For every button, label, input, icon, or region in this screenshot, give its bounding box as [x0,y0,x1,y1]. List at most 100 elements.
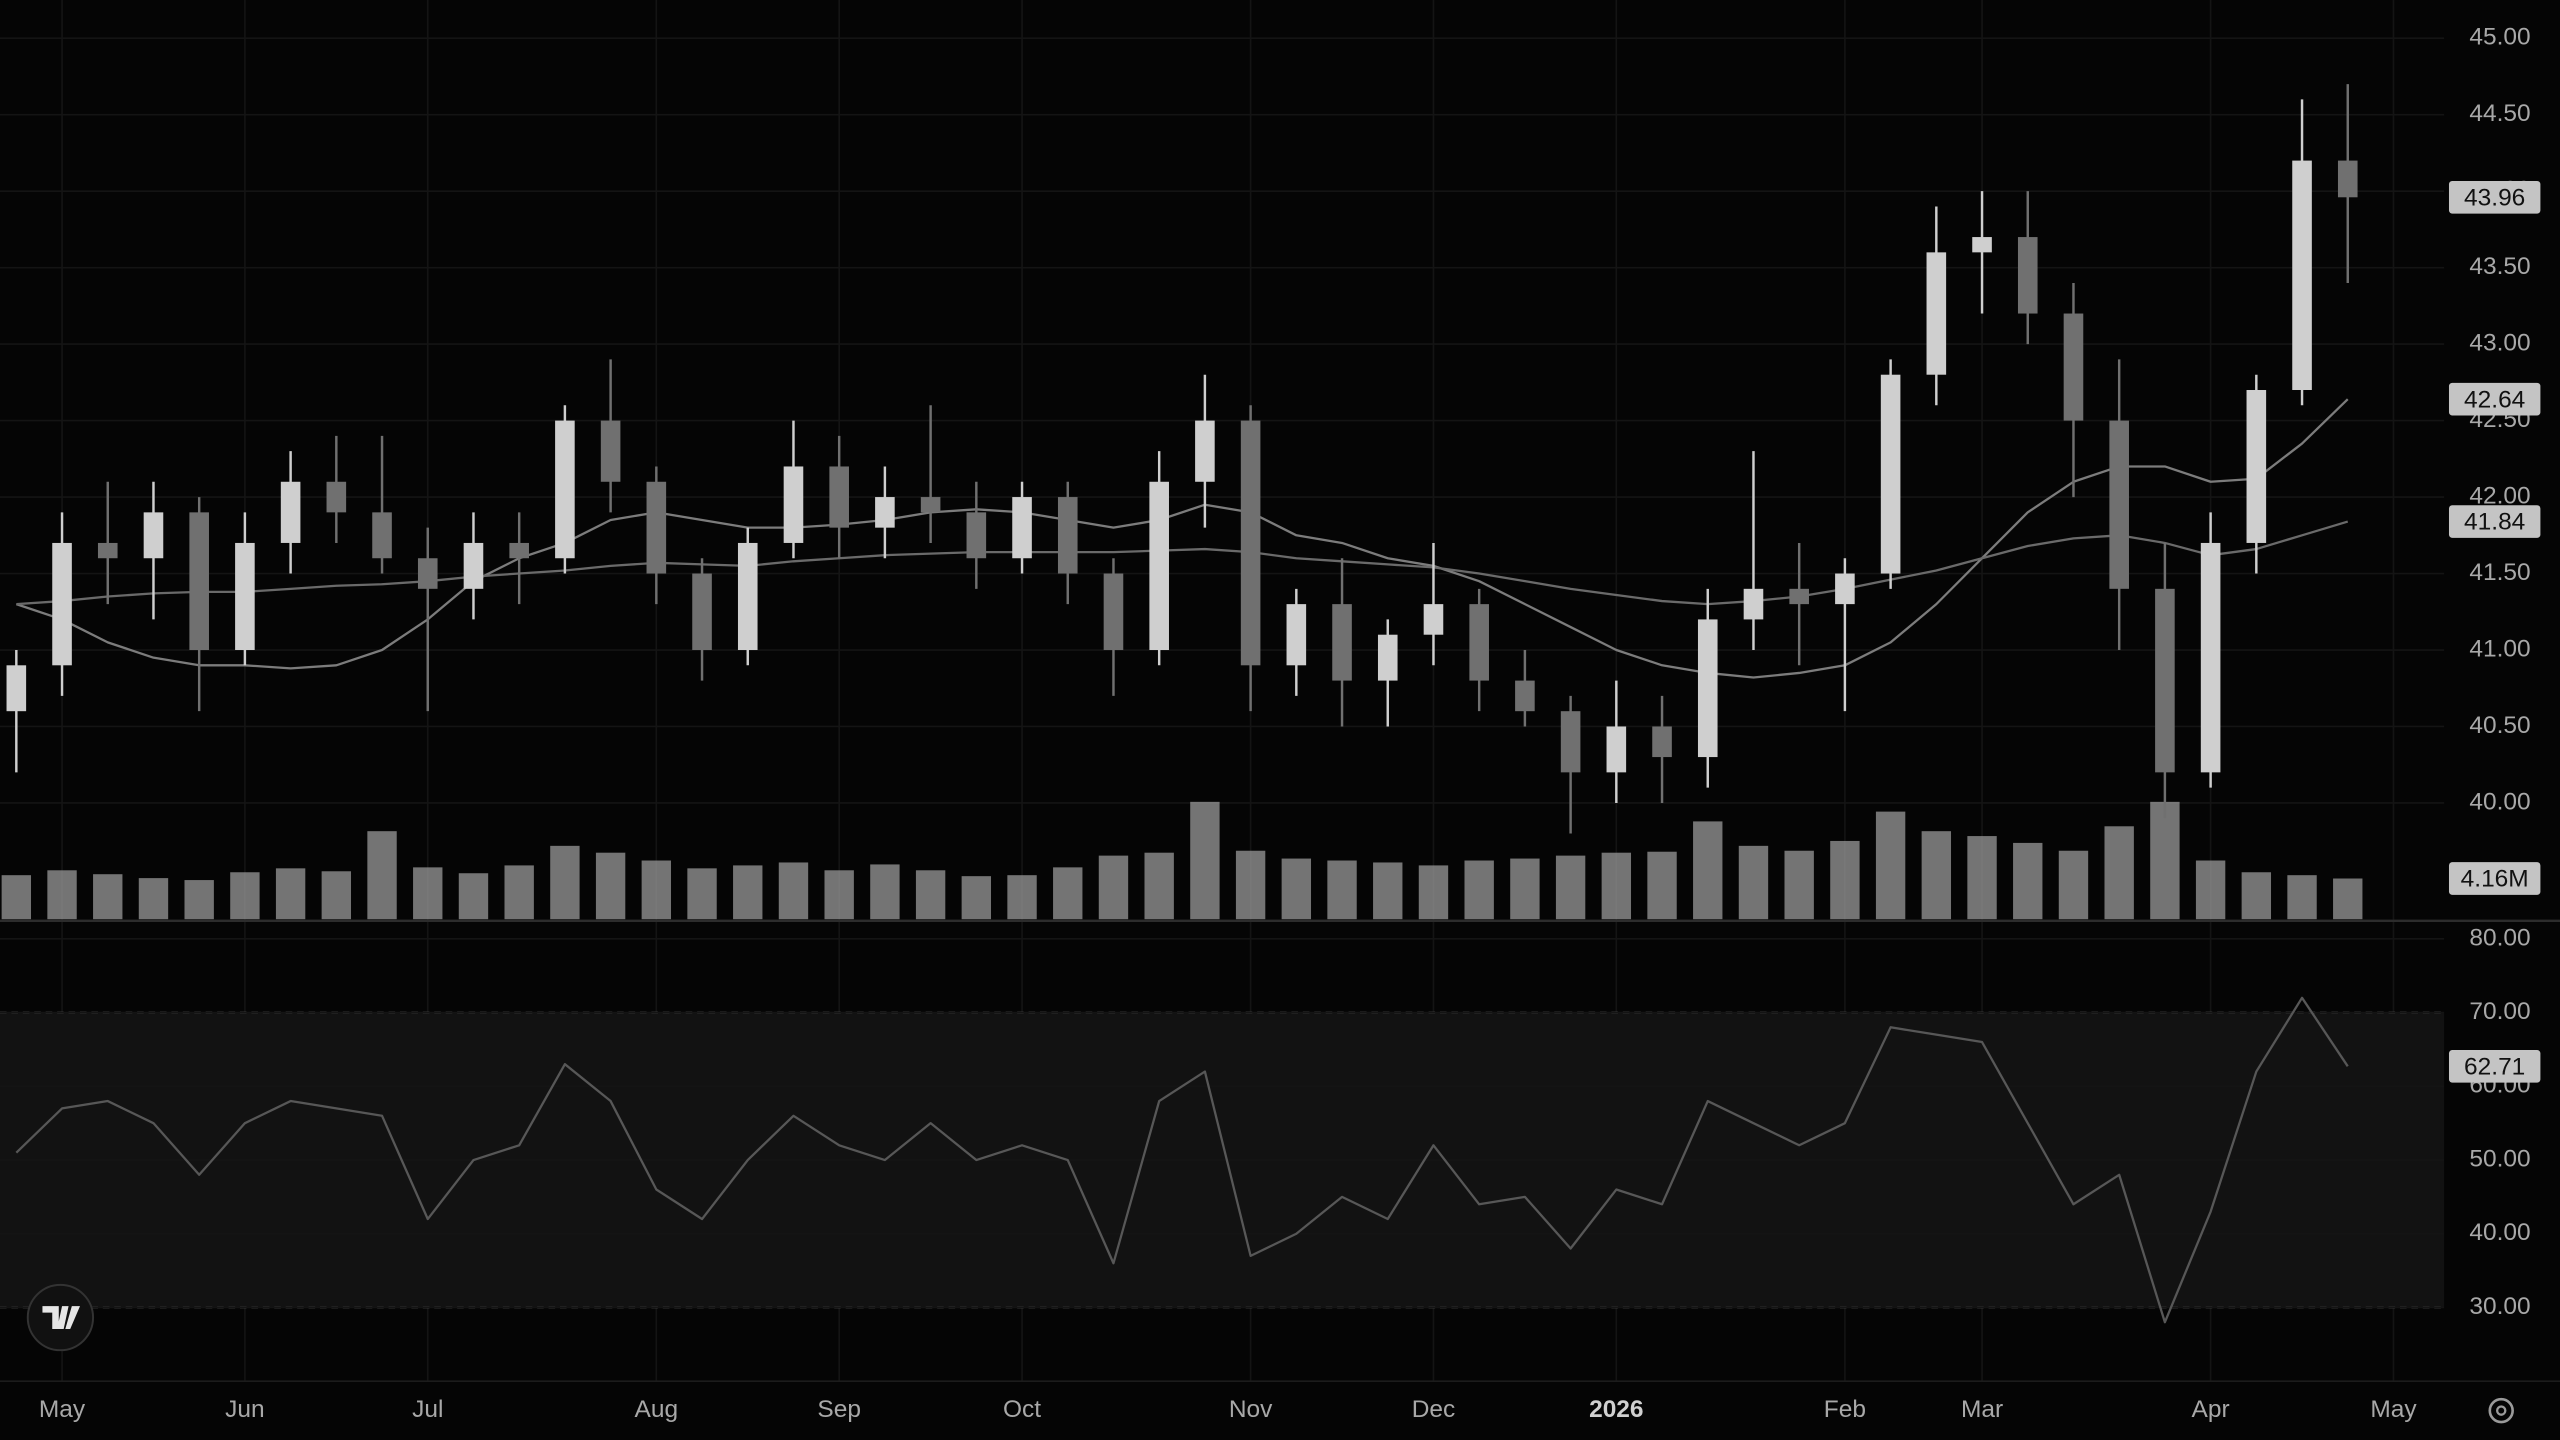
volume-bar [641,860,672,920]
candle-body [737,542,758,651]
volume-badge-bg [2448,862,2541,895]
volume-bar [2195,860,2226,920]
candle-body [2155,588,2175,773]
volume-bar [1967,836,1997,920]
candle-body [1926,252,1947,375]
volume-bar [915,870,946,920]
x-tick-label: Feb [1824,1396,1866,1423]
volume-bar [138,878,169,920]
candle-body [463,542,484,589]
volume-bar [2333,878,2363,920]
volume-bar [824,870,854,920]
ma-badge-bg [2448,382,2541,416]
x-tick-label: Apr [2192,1396,2230,1423]
volume-bar [1784,850,1814,920]
rsi-badge-bg [2448,1049,2541,1083]
candle-body [646,481,667,574]
volume-bar [2287,875,2317,920]
y-tick-label: 41.00 [2469,635,2530,662]
y-tick-label: 40.50 [2469,712,2530,739]
candle-body [280,481,301,543]
candle-body [692,573,712,651]
candle-body [1789,588,1809,605]
rsi-tick-label: 40.00 [2469,1219,2530,1246]
volume-bar [2104,826,2134,920]
candle-body [1697,619,1718,758]
volume-bar [1830,840,1860,920]
volume-bar [1373,862,1403,920]
volume-bar [2241,872,2272,920]
y-tick-label: 41.50 [2469,559,2530,586]
candle-body [1103,573,1124,651]
candle-body [920,497,941,513]
volume-bar [1510,858,1540,920]
volume-bar [275,868,306,920]
x-tick-label: Dec [1412,1396,1456,1423]
volume-bar [2013,842,2043,920]
candle-body [2292,160,2312,391]
candle-body [1743,588,1764,620]
candle-body [966,512,987,559]
candle-body [1515,680,1535,712]
volume-bar [778,862,809,920]
close-badge-bg [2448,180,2541,214]
candle-body [6,665,27,712]
candle-body [2109,420,2129,589]
candle-body [143,512,164,559]
candle-body [1149,481,1169,651]
volume-bar [961,876,992,920]
candle-body [2246,390,2267,543]
volume-bar [550,845,580,920]
candle-body [235,542,255,651]
candle-body [555,420,575,559]
volume-bar [1647,851,1677,920]
settings-gear[interactable] [2488,1397,2514,1424]
y-tick-label: 42.00 [2469,483,2530,510]
candle-body [1195,420,1215,482]
logo[interactable] [26,1283,95,1352]
ma-badge: 42.64 [2464,386,2525,413]
volume-bar [1601,852,1632,920]
x-tick-label: May [39,1396,86,1423]
candle-body [1332,604,1352,681]
volume-bar [93,874,123,920]
candle-body [1469,604,1489,681]
moving-average [16,520,2349,606]
candle-body [1835,573,1855,605]
y-tick-label: 45.00 [2469,24,2530,51]
candle-body [1560,711,1581,773]
rsi-badge: 62.71 [2464,1053,2525,1080]
volume-bar [1190,801,1220,920]
volume-bar [367,831,397,920]
candle-body [1423,604,1444,635]
x-tick-label: Nov [1229,1396,1273,1423]
candle-body [1012,497,1032,559]
y-tick-label: 43.50 [2469,253,2530,280]
candle-body [1377,634,1398,681]
candle-body [600,420,621,482]
volume-badge: 4.16M [2461,866,2529,893]
y-tick-label: 44.50 [2469,100,2530,127]
settings-icon[interactable] [2488,1397,2514,1424]
volume-bar [733,865,763,920]
rsi-tick-label: 80.00 [2469,924,2530,951]
candle-body [326,481,347,513]
volume-bar [1555,855,1586,920]
volume-bar [1327,860,1357,920]
x-tick-label: Sep [817,1396,861,1423]
volume-bar [504,865,534,920]
volume-bar [1738,845,1769,920]
volume-bar [1,875,32,920]
rsi-tick-label: 50.00 [2469,1145,2530,1172]
volume-bar [1875,811,1906,920]
rsi-tick-label: 70.00 [2469,998,2530,1025]
candle-body [1972,237,1992,253]
volume-bar [1693,821,1723,920]
volume-bar [1921,831,1952,920]
ma-badge: 41.84 [2464,509,2525,536]
candle-body [1652,726,1672,758]
x-tick-label: May [2370,1396,2417,1423]
volume-bar [2150,801,2180,920]
